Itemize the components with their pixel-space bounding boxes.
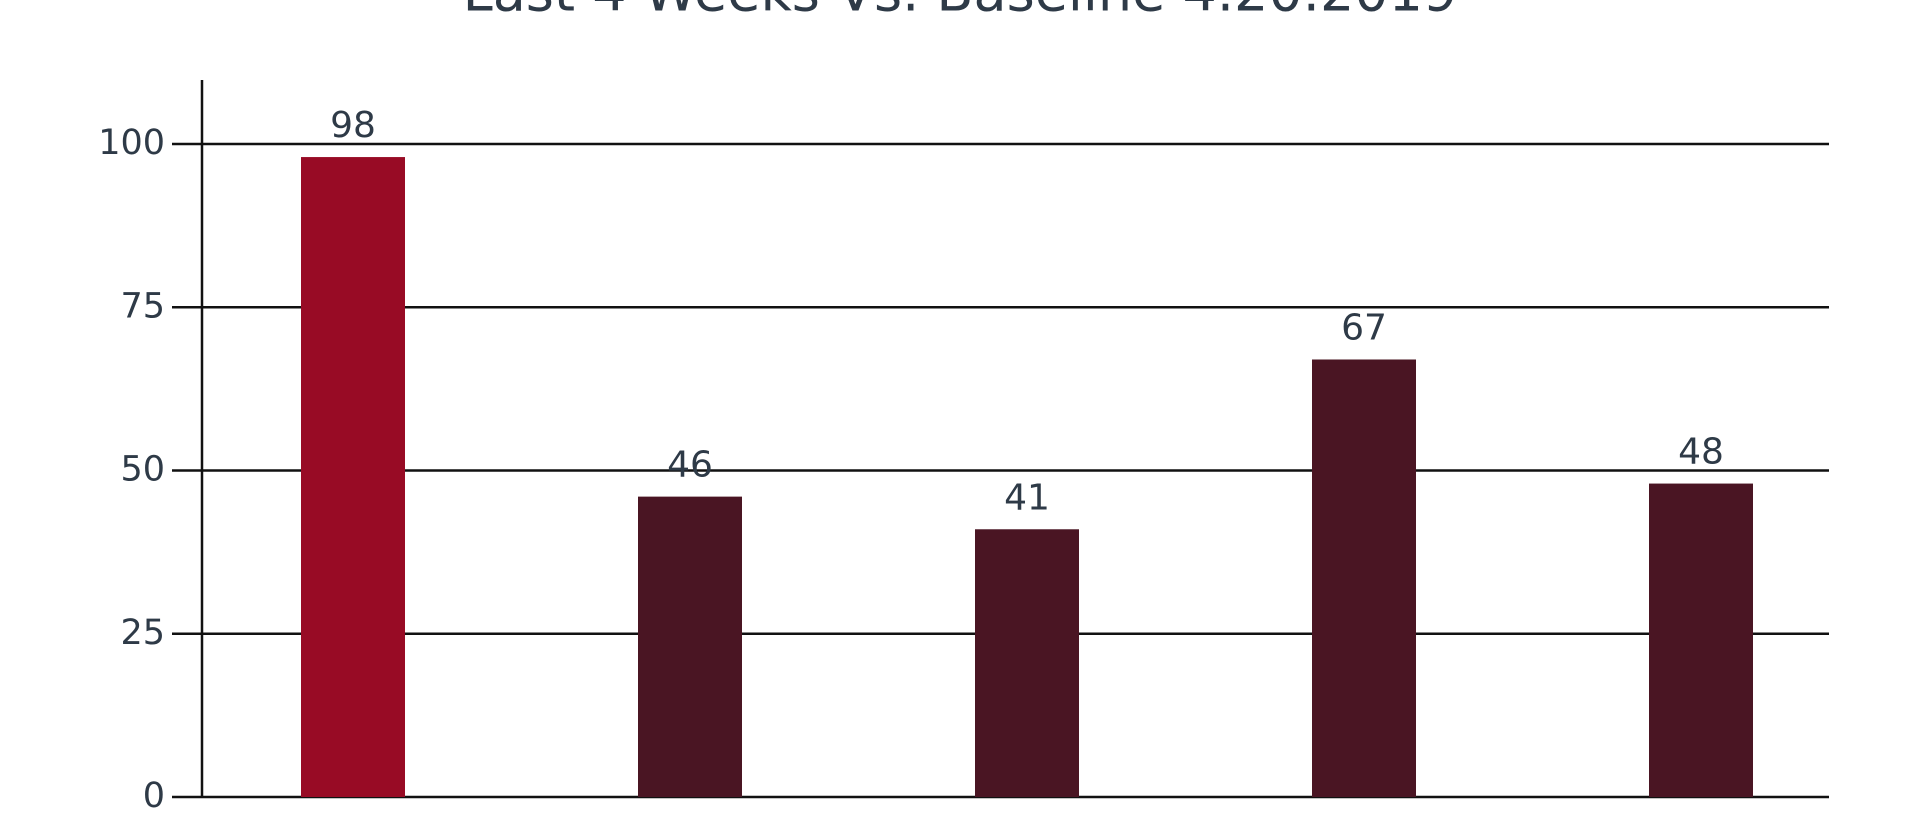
bar [301,157,405,797]
y-tick-label: 50 [120,450,165,490]
bar [975,529,1079,797]
y-tick-label: 0 [143,776,165,816]
y-tick-label: 100 [98,123,165,163]
bar [1649,483,1753,797]
value-label: 98 [330,105,376,146]
value-label: 48 [1678,432,1724,473]
y-tick-label: 75 [120,286,165,326]
bar [1312,359,1416,797]
value-label: 46 [667,445,713,486]
value-label: 41 [1004,477,1050,518]
bar [638,496,742,797]
value-label: 67 [1341,307,1387,348]
chart-title: Last 4 Weeks Vs. Baseline 4.20.2019 [463,0,1458,24]
y-tick-label: 25 [120,613,165,653]
